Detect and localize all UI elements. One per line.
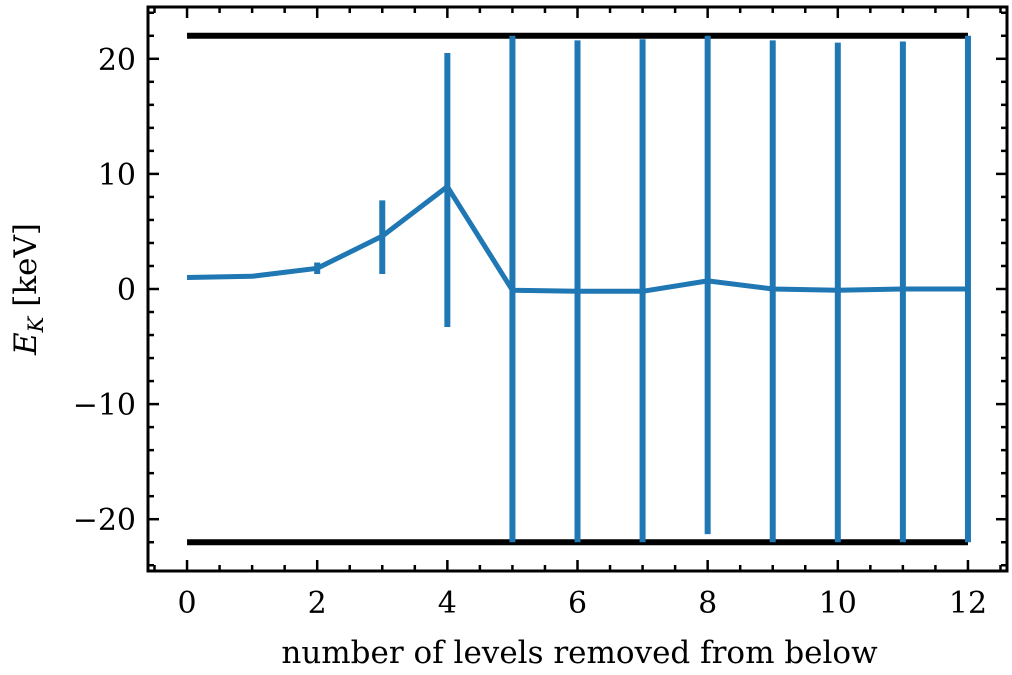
x-tick-label: 2 [308,586,327,621]
y-axis-label-main: E [8,332,44,356]
y-axis-label-sub: K [24,315,48,333]
x-axis-ticks: 0 2 4 6 8 10 12 [153,7,1002,621]
y-tick-label: −20 [73,503,136,538]
y-tick-label: 20 [98,43,136,78]
y-tick-label: −10 [73,388,136,423]
x-tick-label: 12 [949,586,987,621]
y-axis-label-unit: [keV] [8,223,44,317]
y-axis-ticks: −20 −10 0 10 20 [73,11,1007,567]
y-axis-label: EK [keV] [8,223,48,356]
x-tick-label: 0 [177,586,196,621]
x-tick-label: 6 [568,586,587,621]
x-tick-label: 10 [819,586,857,621]
series-line [186,184,968,294]
x-tick-label: 8 [698,586,717,621]
series-line-group [186,184,968,294]
y-tick-label: 0 [117,273,136,308]
y-tick-label: 10 [98,158,136,193]
x-tick-label: 4 [438,586,457,621]
x-axis-label: number of levels removed from below [281,635,878,671]
